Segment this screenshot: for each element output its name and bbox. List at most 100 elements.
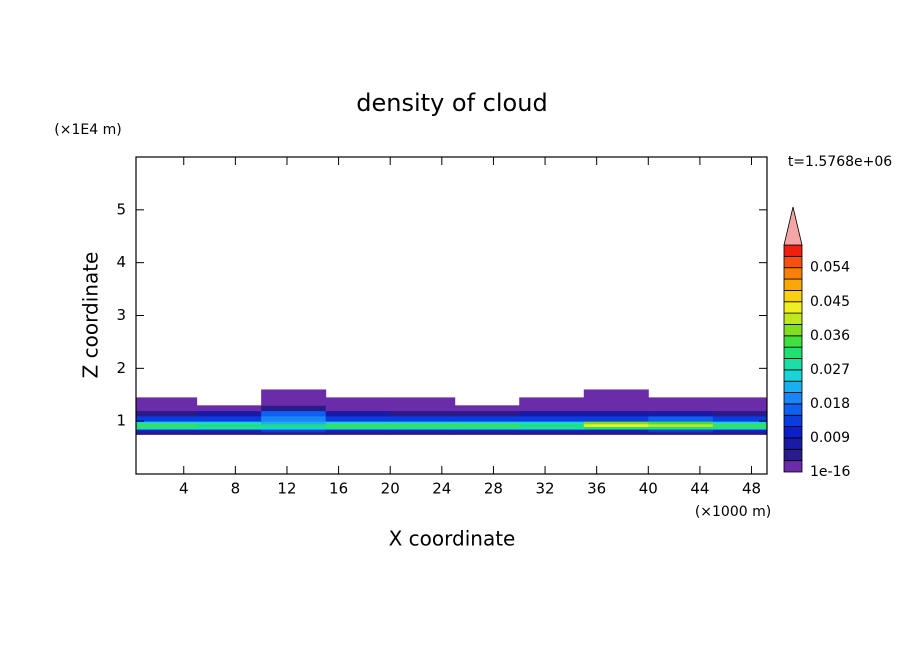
contour-cell [519, 429, 585, 433]
time-label: t=1.5768e+06 [788, 154, 892, 170]
contour-cell [519, 405, 585, 412]
contour-cell [196, 410, 262, 417]
y-tick-label: 5 [116, 200, 126, 218]
colorbar-box [783, 403, 803, 416]
contour-cell [454, 410, 520, 417]
contour-cell [583, 397, 649, 406]
contour-cell [648, 426, 714, 430]
contour-cell [196, 421, 262, 425]
colorbar-box [783, 255, 803, 269]
contour-cell [261, 421, 327, 425]
contour-cell [390, 423, 456, 427]
x-tick-label: 40 [639, 480, 658, 498]
colorbar-tick-label: 0.045 [810, 294, 850, 310]
contour-cell [519, 431, 585, 435]
contour-cell [196, 429, 262, 433]
contour-cell [325, 415, 391, 422]
x-unit: (×1000 m) [695, 504, 771, 520]
contour-cell [390, 421, 456, 425]
colorbar-box [783, 460, 803, 473]
contour-cell [136, 397, 198, 406]
x-tick-label: 16 [329, 480, 348, 498]
contour-cell [325, 429, 391, 433]
chart-title: density of cloud [356, 89, 547, 117]
contour-cell [454, 431, 520, 435]
colorbar-box [783, 369, 803, 382]
colorbar-box [783, 312, 803, 325]
contour-cell [196, 423, 262, 427]
contour-cell [648, 415, 714, 422]
contour-cell [136, 410, 198, 417]
contour-cell [583, 405, 649, 412]
x-tick-label: 24 [432, 480, 451, 498]
colorbar-box [783, 448, 803, 462]
contour-cell [196, 426, 262, 430]
colorbar-box [783, 301, 803, 314]
contour-cell [136, 421, 198, 425]
x-tick-label: 44 [690, 480, 709, 498]
contour-cell [583, 421, 649, 425]
contour-cell [648, 405, 714, 412]
colorbar-box [783, 392, 803, 405]
contour-cell [712, 423, 767, 427]
y-tick-label: 3 [116, 306, 126, 324]
contour-cell [648, 429, 714, 433]
x-tick-label: 20 [381, 480, 400, 498]
contour-cell [261, 415, 327, 422]
contour-cell [261, 389, 327, 398]
colorbar-box [783, 335, 803, 348]
contour-cell [136, 405, 198, 412]
contour-field [136, 389, 767, 435]
contour-cell [325, 426, 391, 430]
contour-cell [261, 410, 327, 417]
colorbar-tick-label: 0.054 [810, 260, 850, 276]
contour-cell [325, 397, 391, 406]
x-tick-label: 8 [231, 480, 241, 498]
contour-cell [325, 423, 391, 427]
colorbar-box [783, 278, 803, 291]
contour-cell [261, 423, 327, 427]
contour-cell [196, 431, 262, 435]
x-tick-label: 28 [484, 480, 503, 498]
contour-cell [583, 426, 649, 430]
x-tick-label: 32 [536, 480, 555, 498]
contour-cell [454, 421, 520, 425]
contour-cell [261, 405, 327, 412]
contour-cell [196, 405, 262, 412]
contour-cell [325, 431, 391, 435]
colorbar-box [783, 244, 803, 257]
colorbar-box [783, 414, 803, 428]
contour-cell [390, 405, 456, 412]
contour-cell [519, 426, 585, 430]
contour-cell [648, 397, 714, 406]
contour-cell [712, 431, 767, 435]
contour-cell [648, 423, 714, 427]
x-tick-label: 4 [179, 480, 189, 498]
contour-cell [325, 405, 391, 412]
contour-cell [712, 415, 767, 422]
contour-cell [583, 423, 649, 427]
colorbar-box [783, 437, 803, 450]
contour-cell [519, 410, 585, 417]
contour-cell [390, 431, 456, 435]
colorbar-box [783, 267, 803, 280]
colorbar-tick-label: 0.036 [810, 328, 850, 344]
x-axis-label: X coordinate [389, 527, 516, 551]
contour-cell [261, 429, 327, 433]
colorbar-tick-label: 0.018 [810, 396, 850, 412]
contour-cell [712, 405, 767, 412]
y-tick-label: 1 [116, 412, 126, 430]
contour-cell [136, 431, 198, 435]
contour-cell [325, 421, 391, 425]
colorbar-box [783, 380, 803, 393]
contour-cell [261, 397, 327, 406]
contour-cell [390, 429, 456, 433]
contour-cell [648, 421, 714, 425]
contour-cell [454, 426, 520, 430]
contour-cell [519, 423, 585, 427]
x-tick-label: 36 [587, 480, 606, 498]
contour-cell [648, 410, 714, 417]
y-unit: (×1E4 m) [54, 122, 121, 138]
contour-cell [390, 415, 456, 422]
